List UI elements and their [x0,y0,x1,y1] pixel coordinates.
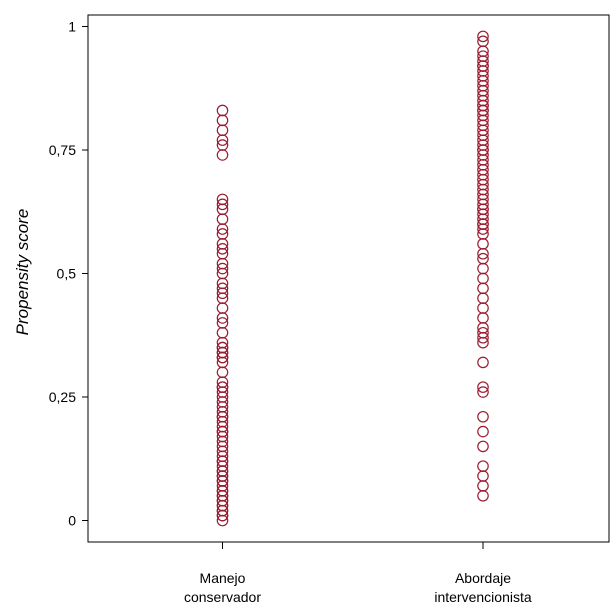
data-point [216,149,229,161]
data-point [216,223,229,235]
data-point [477,336,489,349]
data-point [477,460,489,472]
data-point [216,243,229,255]
x-tick-label-line2: conservador [184,589,261,605]
data-point [477,480,489,492]
data-point [216,514,229,527]
y-tick-label: 0,5 [57,266,77,282]
data-point [477,356,489,369]
data-point [477,470,489,482]
data-point [216,509,229,522]
data-point [477,282,489,295]
data-point [216,326,229,339]
data-point [216,198,229,211]
data-point [477,381,489,393]
data-point [216,312,229,324]
data-point [477,292,489,304]
x-tick-label-line2: intervencionista [434,589,531,605]
y-tick-label: 1 [68,19,76,35]
data-point [477,30,489,43]
y-tick-label: 0,25 [49,389,76,405]
data-point [216,366,229,379]
data-point [477,302,489,314]
y-tick-label: 0 [68,513,76,529]
data-point [477,440,489,453]
data-point [216,262,229,275]
y-axis: 0 0,25 0,5 0,75 1 [49,19,88,529]
x-axis: Manejo conservador Abordaje intervencionist… [184,542,532,605]
x-tick-label-line1: Abordaje [455,570,511,586]
data-point [477,410,489,423]
data-point [216,351,229,364]
data-point [477,272,489,285]
data-point [477,489,489,502]
data-point [216,287,229,300]
data-point [477,312,489,324]
data-point [216,134,229,146]
data-point [477,386,489,398]
x-tick-label-line1: Manejo [200,570,246,586]
data-point [477,331,489,344]
data-point [216,104,229,117]
data-point [216,124,229,137]
data-point [216,114,229,127]
data-points [216,30,489,527]
data-point [477,262,489,275]
plot-frame [87,14,610,543]
data-point [477,247,489,260]
data-point [477,425,489,438]
y-axis-title: Propensity score [13,209,32,336]
y-tick-label: 0,75 [49,142,76,158]
data-point [216,302,229,314]
data-point [477,238,489,250]
data-point [216,213,229,225]
data-point [477,223,489,235]
